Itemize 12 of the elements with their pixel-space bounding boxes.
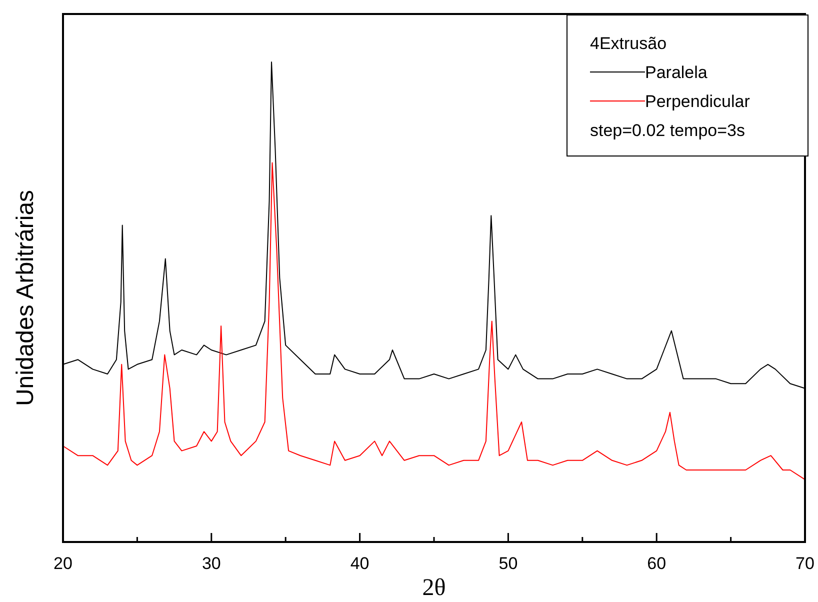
legend-label: Paralela	[645, 63, 708, 82]
x-tick-label: 40	[350, 554, 370, 573]
x-tick-label: 70	[796, 554, 814, 573]
annotation: step=0.02 tempo=3s	[590, 121, 746, 140]
x-tick-label: 50	[498, 554, 518, 573]
legend-title: 4Extrusão	[590, 34, 667, 53]
x-tick-label: 20	[54, 554, 72, 573]
x-tick-label: 30	[202, 554, 221, 573]
y-axis-title: Unidades Arbitrárias	[12, 190, 39, 406]
x-axis-title: 2θ	[422, 575, 446, 601]
x-tick-label: 60	[647, 554, 666, 573]
legend-label: Perpendicular	[645, 92, 750, 111]
